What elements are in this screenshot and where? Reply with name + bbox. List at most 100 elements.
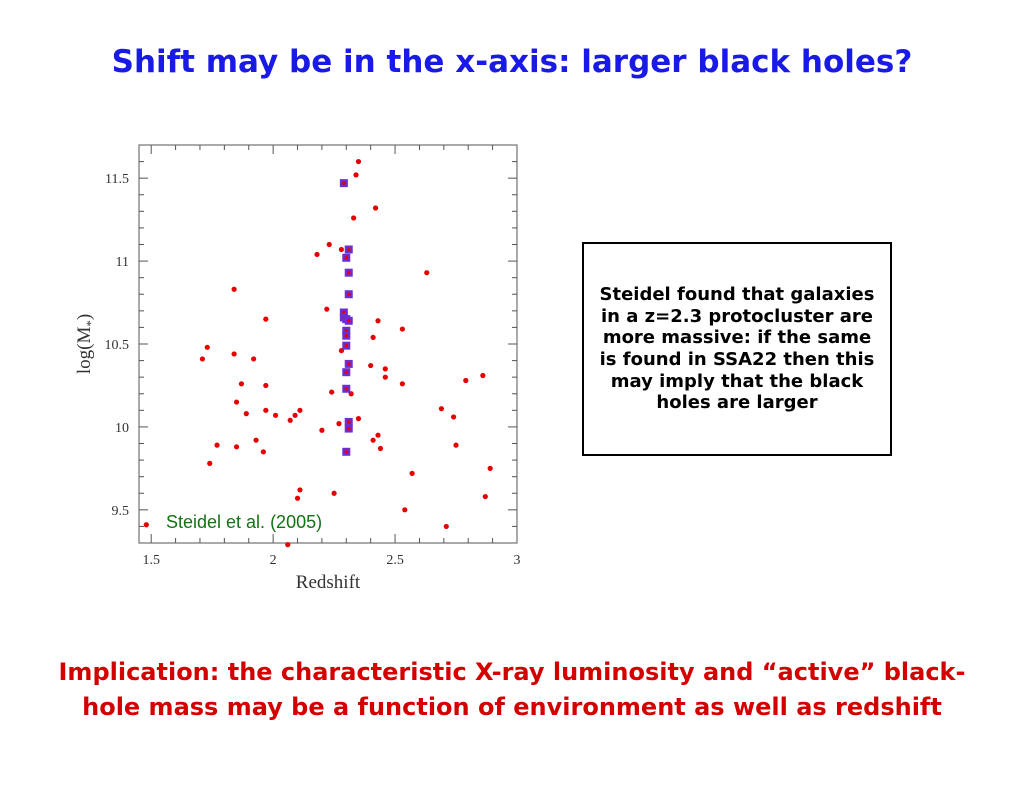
field-galaxy-point [263, 407, 269, 413]
field-galaxy-point [338, 246, 345, 253]
field-galaxy-point [355, 158, 362, 165]
y-axis-label-close: ) [74, 314, 95, 320]
field-galaxy-point [287, 417, 293, 423]
x-tick-label: 1.5 [142, 553, 160, 568]
field-galaxy-point [377, 445, 384, 452]
field-galaxy-point [463, 377, 469, 384]
inner-dot [344, 255, 349, 260]
inner-dot [342, 310, 346, 315]
protocluster-point [344, 245, 353, 254]
inner-dot [344, 370, 349, 374]
plot-frame [138, 144, 518, 544]
field-galaxy-point [292, 412, 298, 418]
field-galaxy-point [370, 437, 376, 443]
x-axis-label: Redshift [296, 572, 361, 593]
x-tick-label: 2.5 [386, 553, 404, 568]
field-galaxy-point [285, 542, 291, 548]
field-galaxy-point [438, 406, 444, 412]
field-galaxy-point [324, 306, 330, 312]
protocluster-point [339, 308, 348, 317]
protocluster-point [344, 424, 353, 433]
inner-dot [344, 386, 349, 391]
inner-dot [344, 449, 349, 454]
inner-dot [342, 181, 346, 185]
field-galaxy-point [329, 389, 335, 395]
field-galaxy-point [402, 507, 408, 513]
protocluster-point [342, 447, 351, 456]
protocluster-point [342, 331, 351, 340]
protocluster-point [344, 417, 353, 426]
inner-dot [344, 333, 349, 338]
y-axis-label: log(M*) [74, 314, 98, 374]
callout-box: Steidel found that galaxies in a z=2.3 p… [582, 242, 892, 456]
field-galaxy-point [260, 449, 266, 455]
field-galaxy-point [297, 407, 303, 413]
protocluster-point [344, 316, 353, 325]
y-tick-label: 10.5 [105, 338, 130, 353]
field-galaxy-point [409, 470, 415, 476]
field-galaxy-point [443, 523, 449, 530]
citation-annotation: Steidel et al. (2005) [166, 512, 322, 532]
y-tick-label: 11 [116, 255, 129, 270]
field-galaxy-point [294, 495, 301, 501]
x-tick-label: 2 [270, 553, 277, 568]
field-galaxy-point [351, 215, 357, 221]
protocluster-point [344, 290, 353, 299]
field-galaxy-point [326, 241, 332, 248]
inner-dot [344, 328, 349, 333]
field-galaxy-point [263, 382, 269, 389]
inner-dot [346, 426, 351, 431]
y-tick-label: 9.5 [112, 504, 130, 519]
field-galaxy-point [204, 344, 210, 350]
y-tick-label: 10 [115, 421, 129, 436]
field-galaxy-point [272, 412, 279, 418]
field-galaxy-point [231, 351, 237, 357]
field-galaxy-point [353, 172, 359, 178]
field-galaxy-point [370, 334, 376, 340]
field-galaxy-point [238, 381, 245, 387]
tick-marks [139, 144, 518, 544]
field-galaxy-point [231, 286, 237, 292]
field-galaxy-point [450, 414, 457, 420]
field-galaxy-point [214, 442, 220, 448]
field-galaxy-point [331, 490, 337, 496]
field-galaxy-point [207, 460, 213, 466]
field-galaxy-point [355, 416, 362, 422]
y-tick-labels: 9.5 10 10.5 11 11.5 [105, 172, 130, 519]
x-tick-label: 3 [514, 553, 521, 568]
field-galaxy-point [375, 432, 381, 438]
field-galaxy-point [480, 372, 486, 379]
protocluster-point [344, 359, 353, 368]
field-galaxy-point [382, 374, 388, 380]
y-axis-label-base: log(M [74, 327, 95, 375]
y-axis-label-sub: * [83, 320, 98, 327]
field-galaxy-point [399, 381, 405, 387]
protocluster-point [344, 268, 353, 277]
field-galaxy-point [243, 411, 249, 417]
inner-dot [346, 420, 351, 424]
inner-dot [346, 362, 351, 366]
implication-text: Implication: the characteristic X-ray lu… [58, 658, 966, 721]
protocluster-point [342, 341, 351, 350]
field-galaxy-point [319, 427, 325, 433]
field-galaxy-point [233, 444, 240, 450]
slide-title: Shift may be in the x-axis: larger black… [111, 44, 913, 80]
protocluster-point [339, 179, 348, 188]
inner-dot [346, 292, 351, 297]
field-galaxy-point [382, 366, 388, 372]
y-tick-label: 11.5 [105, 172, 129, 187]
field-galaxy-point [199, 356, 206, 362]
field-galaxy-point [251, 356, 257, 362]
field-galaxy-point [372, 205, 379, 211]
field-galaxy-point [399, 326, 405, 332]
field-galaxy-point [375, 318, 381, 324]
field-galaxy-point [424, 270, 430, 276]
protocluster-point [342, 253, 351, 262]
field-galaxy-point [253, 437, 259, 443]
field-galaxy-point [368, 362, 374, 369]
field-galaxy-point [233, 399, 240, 405]
protocluster-point [342, 326, 351, 335]
callout-text: Steidel found that galaxies in a z=2.3 p… [599, 284, 875, 414]
field-galaxy-point [143, 522, 149, 528]
inner-dot [346, 270, 351, 275]
